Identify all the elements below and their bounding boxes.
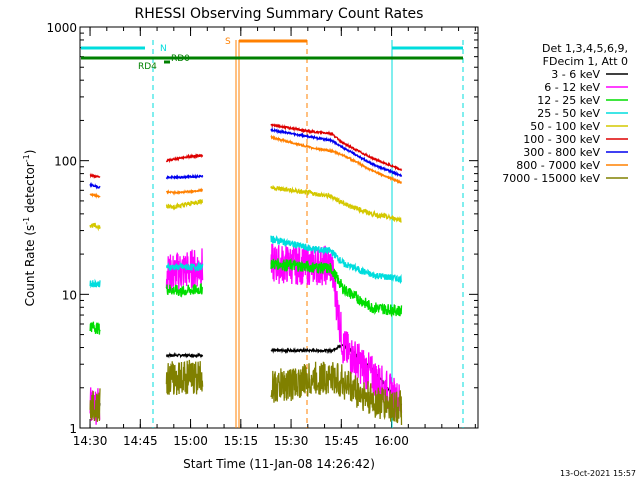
- x-tick-label: 14:45: [123, 434, 158, 448]
- legend-label: 12 - 25 keV: [537, 94, 600, 107]
- series-line: [165, 248, 204, 295]
- legend-header-line2: FDecim 1, Att 0: [543, 55, 628, 68]
- y-axis-label-mid: detector: [23, 162, 37, 217]
- series-line: [89, 321, 101, 335]
- series-8: [89, 359, 403, 426]
- y-axis-label-end: ): [23, 150, 37, 155]
- legend-label: 50 - 100 keV: [530, 120, 600, 133]
- series-6: [89, 126, 403, 190]
- y-tick-label: 100: [54, 155, 77, 169]
- series-line: [89, 172, 101, 179]
- series-7: [89, 134, 402, 199]
- series-line: [165, 153, 204, 164]
- series-line: [165, 198, 203, 211]
- series-2: [89, 257, 403, 335]
- footer-date: 13-Oct-2021 15:57: [560, 469, 636, 478]
- legend-label: 300 - 800 keV: [523, 146, 600, 159]
- legend-label: 100 - 300 keV: [523, 133, 600, 146]
- series-line: [165, 283, 203, 298]
- series-line: [165, 359, 204, 396]
- saa-label: S: [225, 37, 231, 47]
- series-line: [270, 257, 403, 318]
- series-line: [270, 126, 403, 178]
- series-line: [165, 173, 204, 180]
- series-5: [89, 123, 403, 179]
- series-line: [89, 181, 101, 190]
- x-axis-label: Start Time (11-Jan-08 14:26:42): [183, 457, 375, 471]
- rd4-label: RD4: [138, 62, 157, 72]
- rd0-label: RD0: [171, 54, 190, 64]
- series-line: [89, 192, 101, 199]
- series-line: [270, 123, 403, 171]
- legend-header-line1: Det 1,3,4,5,6,9,: [542, 42, 628, 55]
- series-line: [165, 352, 204, 359]
- series-line: [89, 388, 101, 422]
- legend-label: 7000 - 15000 keV: [502, 172, 600, 185]
- legend-label: 3 - 6 keV: [551, 68, 600, 81]
- x-tick-label: 14:30: [73, 434, 108, 448]
- y-axis-label-sup2: -1: [22, 154, 31, 162]
- plot-frame: [79, 26, 479, 429]
- series-line: [270, 235, 402, 285]
- night-label: N: [160, 44, 167, 54]
- y-axis-label-main: Count Rate (s: [23, 225, 37, 307]
- chart-title: RHESSI Observing Summary Count Rates: [135, 6, 424, 22]
- x-tick-label: 15:30: [274, 434, 309, 448]
- legend: Det 1,3,4,5,6,9, FDecim 1, Att 0 3 - 6 k…: [502, 42, 628, 185]
- y-tick-label: 1: [69, 422, 77, 436]
- x-tick-label: 15:00: [173, 434, 208, 448]
- legend-label: 25 - 50 keV: [537, 107, 600, 120]
- series-line: [166, 261, 204, 273]
- series-line: [89, 222, 101, 232]
- y-axis-label: Count Rate (s-1 detector-1): [22, 150, 37, 307]
- series-1: [89, 243, 403, 425]
- legend-label: 800 - 7000 keV: [516, 159, 600, 172]
- y-tick-label: 10: [62, 288, 77, 302]
- series-3: [89, 235, 402, 289]
- series-4: [89, 185, 402, 232]
- plot-area: 1 10 100 1000 14:30 14:45 15:00 15:15 15:30 15:45…: [46, 21, 479, 448]
- series-line: [270, 361, 403, 426]
- legend-label: 6 - 12 keV: [544, 81, 600, 94]
- series-line: [89, 278, 101, 289]
- x-tick-label: 15:45: [324, 434, 359, 448]
- y-tick-label: 1000: [46, 21, 77, 35]
- x-tick-label: 15:15: [224, 434, 259, 448]
- series-line: [270, 185, 402, 223]
- series-line: [270, 134, 402, 185]
- y-axis-label-sup1: -1: [22, 217, 31, 225]
- x-tick-label: 16:00: [374, 434, 409, 448]
- series-line: [165, 187, 204, 196]
